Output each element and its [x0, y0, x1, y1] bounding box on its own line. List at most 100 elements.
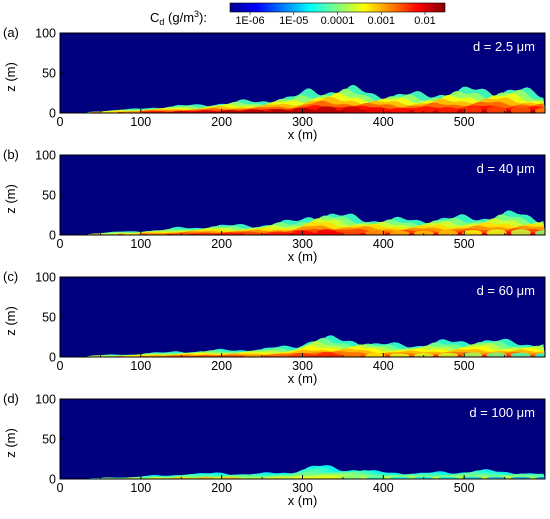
particle-size-annotation: d = 40 μm: [477, 161, 535, 176]
y-tick-label: 0: [49, 473, 56, 487]
plume-core-blob: [316, 106, 337, 113]
plume-core-blob: [268, 108, 289, 113]
x-tick-label: 300: [292, 359, 313, 373]
plume-core-blob: [365, 230, 386, 235]
panel-label: (d): [3, 391, 19, 406]
x-tick-label: 0: [57, 237, 64, 251]
x-tick-label: 200: [211, 237, 232, 251]
plume-core-blob: [462, 229, 483, 235]
y-axis-label: z (m): [3, 184, 18, 214]
panel-label: (c): [3, 269, 18, 284]
plume-core-blob: [438, 476, 458, 479]
x-axis-label: x (m): [288, 493, 318, 508]
particle-size-annotation: d = 2.5 μm: [473, 39, 535, 54]
plume-core-blob: [268, 476, 289, 479]
plume-core-blob: [413, 230, 434, 235]
plume-core-blob: [438, 352, 458, 357]
plume-core-blob: [316, 475, 337, 479]
plume-core-blob: [389, 476, 410, 479]
colorbar-label: Cd (g/m3):: [150, 9, 207, 27]
x-tick-label: 100: [130, 115, 151, 129]
plume-core-blob: [195, 232, 216, 235]
colorbar-ticks: 1E-06 1E-05 0.0001 0.001 0.01: [235, 12, 436, 27]
x-tick-label: 0: [57, 115, 64, 129]
colorbar: Cd (g/m3): 1E-06 1E-05 0.0001 0.001 0.01: [150, 2, 446, 27]
plume-core-blob: [365, 476, 386, 479]
x-tick-label: 500: [454, 115, 475, 129]
plume-core-blob: [268, 231, 289, 235]
plume-core-blob: [486, 352, 507, 357]
colorbar-label-unit-sup: 3: [194, 9, 199, 19]
y-tick-label: 100: [35, 393, 56, 407]
x-axis: 0 100 200 300 400 500 x (m): [57, 475, 505, 508]
plume-core-blob: [535, 476, 545, 479]
y-tick-label: 50: [42, 67, 56, 81]
plume-core-blob: [365, 107, 386, 113]
x-tick-label: 100: [130, 237, 151, 251]
y-axis-label: z (m): [3, 306, 18, 336]
x-axis: 0 100 200 300 400 500 x (m): [57, 353, 505, 386]
plume-core-blob: [244, 232, 264, 235]
plume-core-blob: [195, 354, 216, 357]
x-axis-label: x (m): [288, 371, 318, 386]
plume-core-blob: [462, 476, 483, 479]
plume-core-blob: [389, 107, 410, 113]
plume-core-blob: [341, 229, 361, 235]
plume-core-blob: [244, 354, 264, 357]
panel-d: 0 100 200 300 400 500 x (m) 0 50 100 z (m) (d) d = 1…: [3, 391, 546, 508]
y-tick-label: 50: [42, 311, 56, 325]
x-tick-label: 0: [57, 359, 64, 373]
plume-core-blob: [268, 354, 289, 357]
y-tick-label: 0: [49, 229, 56, 243]
plume-core-blob: [244, 109, 264, 113]
y-axis: 0 50 100 z (m): [3, 271, 64, 365]
x-axis: 0 100 200 300 400 500 x (m): [57, 231, 505, 264]
plume-core-blob: [438, 230, 458, 235]
plume-core-blob: [510, 106, 531, 113]
x-tick-label: 300: [292, 237, 313, 251]
plume-core-blob: [535, 230, 545, 235]
y-axis: 0 50 100 z (m): [3, 27, 64, 121]
plume-core-blob: [486, 106, 507, 113]
x-tick-label: 200: [211, 115, 232, 129]
colorbar-gradient: [229, 2, 446, 13]
y-axis-label: z (m): [3, 428, 18, 458]
x-axis-label: x (m): [288, 127, 318, 142]
plume-core-blob: [389, 353, 410, 357]
colorbar-label-unit-pre: (g/m: [164, 10, 194, 25]
plume-core-blob: [462, 106, 483, 113]
plume-core-blob: [438, 107, 458, 113]
x-tick-label: 100: [130, 481, 151, 495]
plume-core-blob: [486, 476, 507, 479]
plume: [84, 465, 545, 479]
x-tick-label: 300: [292, 115, 313, 129]
plume-core-blob: [147, 232, 167, 235]
panel-label: (b): [3, 147, 19, 162]
plume-core-blob: [244, 476, 264, 479]
x-tick-label: 200: [211, 359, 232, 373]
x-tick-label: 0: [57, 481, 64, 495]
y-axis: 0 50 100 z (m): [3, 149, 64, 243]
colorbar-tick-label: 1E-05: [279, 15, 308, 27]
plume-core-blob: [413, 107, 434, 113]
plume-core-blob: [510, 229, 531, 235]
plume-core-blob: [510, 352, 531, 357]
x-tick-label: 400: [373, 237, 394, 251]
colorbar-tick-label: 0.001: [367, 15, 395, 27]
x-tick-label: 300: [292, 481, 313, 495]
plume-core-blob: [316, 229, 337, 235]
plot-background: [60, 399, 545, 479]
x-axis: 0 100 200 300 400 500 x (m): [57, 109, 505, 142]
particle-size-annotation: d = 60 μm: [477, 283, 535, 298]
x-tick-label: 100: [130, 359, 151, 373]
plume-core-blob: [389, 230, 410, 235]
plume-core-blob: [486, 229, 507, 235]
plume-core-blob: [219, 110, 240, 113]
x-axis-label: x (m): [288, 249, 318, 264]
plume-core-blob: [535, 353, 545, 357]
x-tick-label: 400: [373, 115, 394, 129]
panel-b: 0 100 200 300 400 500 x (m) 0 50 100 z (m) (b) d = 4…: [3, 147, 546, 264]
plume-core-blob: [510, 476, 531, 479]
colorbar-tick-label: 1E-06: [235, 15, 264, 27]
